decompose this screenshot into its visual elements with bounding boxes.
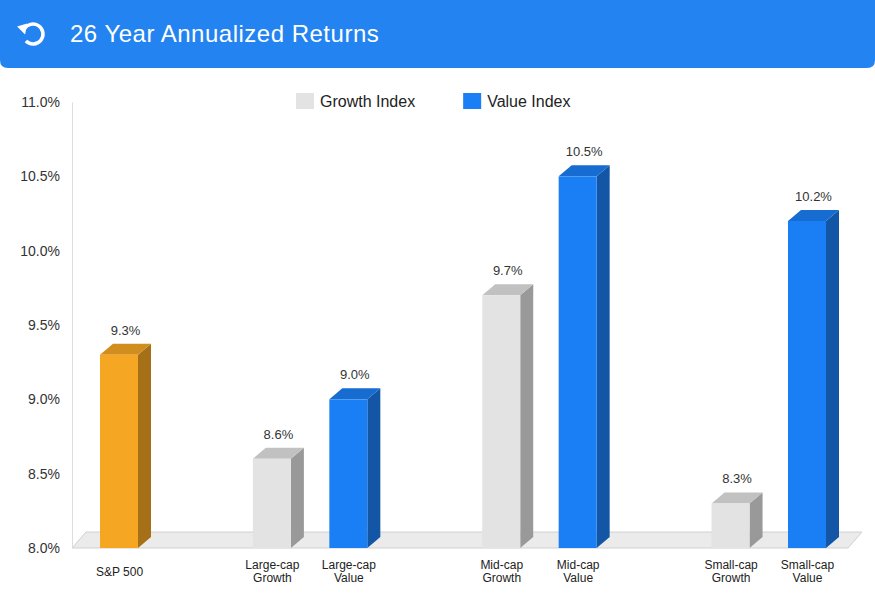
y-tick: 9.5% — [28, 317, 72, 333]
bar-top — [712, 492, 763, 503]
chart: 26 Year Annualized Returns8.0%8.5%9.0%9.… — [0, 0, 875, 604]
x-tick-label: Mid-capGrowth — [480, 558, 523, 586]
bar-group — [559, 165, 610, 548]
y-tick-label: 8.0% — [28, 540, 60, 556]
bar — [482, 295, 520, 548]
y-tick-label: 11.0% — [21, 94, 60, 110]
x-tick-label-line: Value — [334, 571, 364, 585]
x-tick-label: Large-capGrowth — [245, 558, 299, 586]
x-tick-label: S&P 500 — [96, 565, 143, 579]
y-tick: 10.5% — [20, 168, 72, 184]
header: 26 Year Annualized Returns — [0, 0, 875, 68]
x-tick: Small-capValue — [781, 548, 835, 585]
bar-top — [253, 448, 304, 459]
x-tick-label-line: Small-cap — [704, 558, 758, 572]
bar-top — [559, 165, 610, 176]
legend-label: Growth Index — [320, 93, 415, 110]
bar — [559, 176, 597, 548]
data-label: 9.0% — [340, 367, 370, 382]
bar — [100, 355, 138, 548]
bar-group — [100, 344, 151, 548]
y-tick: 10.0% — [20, 243, 72, 259]
data-label: 8.3% — [722, 471, 752, 486]
x-tick: Large-capGrowth — [245, 548, 299, 585]
y-tick: 8.0% — [28, 540, 72, 556]
x-tick-label-line: Mid-cap — [480, 558, 523, 572]
bar-group — [329, 388, 380, 548]
x-tick-label: Large-capValue — [322, 558, 376, 586]
x-tick-label-line: Large-cap — [245, 558, 299, 572]
x-tick: Mid-capGrowth — [480, 548, 523, 585]
bar-group — [788, 210, 839, 548]
bar-side — [138, 344, 151, 548]
header-icon — [17, 23, 43, 44]
y-axis-line — [72, 103, 73, 549]
bar — [253, 459, 291, 548]
legend-swatch — [296, 93, 314, 109]
x-tick: S&P 500 — [96, 548, 143, 579]
bar-group — [482, 284, 533, 548]
x-tick: Large-capValue — [322, 548, 376, 585]
bar-top — [482, 284, 533, 295]
data-label: 10.5% — [566, 144, 603, 159]
bar-side — [367, 388, 380, 548]
legend-label: Value Index — [487, 93, 570, 110]
x-axis: S&P 500Large-capGrowthLarge-capValueMid-… — [96, 548, 835, 585]
bar — [329, 399, 367, 548]
x-tick-label: Small-capValue — [781, 558, 835, 586]
bar-side — [826, 210, 839, 548]
x-tick-label: Small-capGrowth — [704, 558, 758, 586]
x-tick-label-line: Value — [563, 571, 593, 585]
x-tick-label-line: Growth — [482, 571, 521, 585]
bar-top — [329, 388, 380, 399]
x-tick-label-line: Growth — [253, 571, 292, 585]
y-tick-label: 10.5% — [20, 168, 60, 184]
bars — [100, 165, 839, 548]
x-tick-label: Mid-capValue — [557, 558, 600, 586]
bar-top — [788, 210, 839, 221]
data-label: 9.7% — [493, 263, 523, 278]
y-tick: 9.0% — [28, 391, 72, 407]
header-background — [0, 0, 875, 68]
data-labels: 9.3% 8.6% 9.0% 9.7% 10.5% 8.3% 10.2% — [111, 144, 833, 486]
chart-title: 26 Year Annualized Returns — [70, 20, 379, 47]
data-label: 9.3% — [111, 323, 141, 338]
bar-top — [100, 344, 151, 355]
bar-side — [520, 284, 533, 548]
x-tick-label-line: Large-cap — [322, 558, 376, 572]
x-tick-label-line: Small-cap — [781, 558, 835, 572]
y-tick-label: 9.5% — [28, 317, 60, 333]
x-tick: Mid-capValue — [557, 548, 600, 585]
y-tick-label: 10.0% — [20, 243, 60, 259]
y-axis: 8.0% 8.5% 9.0% 9.5% 10.0% 10.5% 11.0% — [20, 94, 72, 556]
bar — [712, 503, 750, 548]
bar-group — [712, 492, 763, 548]
x-axis-line — [120, 548, 808, 549]
x-tick-label-line: Mid-cap — [557, 558, 600, 572]
legend-item: Growth Index — [296, 93, 415, 110]
y-tick-label: 9.0% — [28, 391, 60, 407]
x-tick-label-line: Value — [793, 571, 823, 585]
y-tick: 8.5% — [28, 466, 72, 482]
legend-item: Value Index — [463, 93, 570, 110]
x-tick-label-line: Growth — [712, 571, 751, 585]
y-tick-label: 8.5% — [28, 466, 60, 482]
bar-side — [597, 165, 610, 548]
legend: Growth Index Value Index — [296, 93, 570, 110]
legend-swatch — [463, 93, 481, 109]
data-label: 10.2% — [795, 189, 832, 204]
data-label: 8.6% — [264, 427, 294, 442]
bar-group — [253, 448, 304, 548]
x-tick-label-line: S&P 500 — [96, 565, 143, 579]
bar — [788, 221, 826, 548]
header-icon-arrow — [17, 23, 27, 34]
bar-side — [291, 448, 304, 548]
x-tick: Small-capGrowth — [704, 548, 758, 585]
y-tick: 11.0% — [21, 94, 72, 110]
header-icon-arc — [24, 24, 43, 44]
